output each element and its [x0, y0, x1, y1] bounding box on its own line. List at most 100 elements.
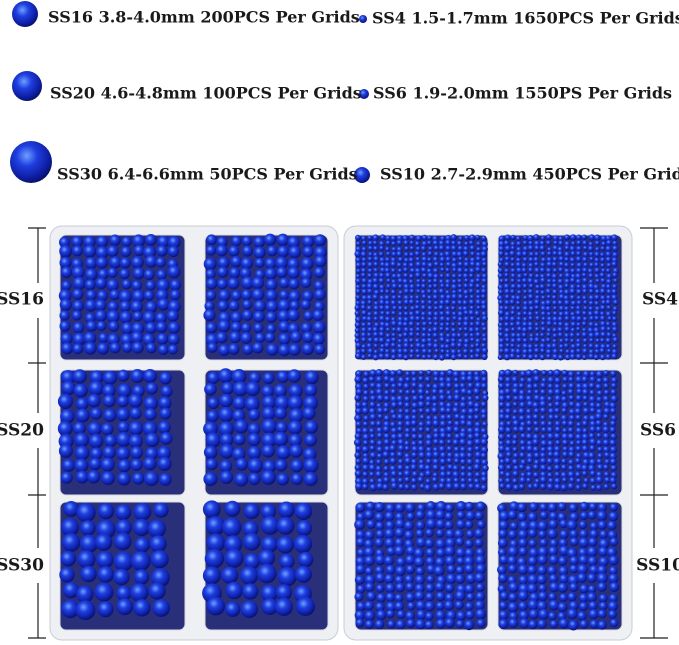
rhinestone [453, 482, 461, 491]
rhinestone [397, 348, 404, 355]
rhinestone [391, 337, 397, 343]
rhinestone [582, 316, 588, 323]
rhinestone [459, 431, 467, 440]
rhinestone [375, 369, 383, 377]
rhinestone [510, 294, 517, 301]
rhinestone [368, 464, 376, 472]
rhinestone [454, 433, 461, 441]
rhinestone [528, 547, 539, 558]
rhinestone [391, 241, 397, 247]
rhinestone [59, 567, 75, 583]
rhinestone [295, 565, 312, 583]
rhinestone [534, 478, 541, 485]
rhinestone [426, 240, 433, 246]
rhinestone [597, 502, 607, 513]
rhinestone [468, 282, 475, 289]
rhinestone [574, 433, 583, 441]
rhinestone [605, 268, 611, 274]
rhinestone [432, 354, 439, 361]
rhinestone [234, 472, 249, 487]
rhinestone [594, 234, 601, 241]
rhinestone [465, 529, 475, 539]
rhinestone [228, 267, 241, 279]
rhinestone [503, 347, 511, 355]
rhinestone [474, 528, 484, 539]
rhinestone [498, 343, 505, 350]
rhinestone [558, 618, 569, 629]
rhinestone [446, 564, 456, 574]
rhinestone [242, 583, 259, 600]
rhinestone [389, 409, 396, 416]
rhinestone [606, 305, 612, 311]
rhinestone [106, 309, 120, 324]
rhinestone [582, 407, 590, 415]
rhinestone [587, 510, 597, 520]
rhinestone [62, 582, 80, 599]
rhinestone [583, 477, 590, 484]
rhinestone [206, 596, 225, 616]
rhinestone [545, 337, 552, 343]
rhinestone [546, 472, 554, 479]
rhinestone [553, 483, 562, 491]
rhinestone [609, 439, 617, 447]
rhinestone [426, 574, 435, 584]
rhinestone [476, 317, 482, 323]
rhinestone [408, 337, 415, 344]
rhinestone [504, 234, 511, 241]
rhinestone [481, 421, 488, 428]
rhinestone [548, 519, 559, 530]
rhinestone [204, 383, 217, 396]
rhinestone [113, 568, 130, 586]
rhinestone [459, 414, 467, 422]
rhinestone [475, 251, 482, 258]
rhinestone [533, 394, 541, 402]
rhinestone [366, 288, 373, 295]
rhinestone [360, 272, 367, 279]
rhinestone [558, 343, 565, 350]
gem-icon [359, 15, 367, 23]
rhinestone [504, 457, 512, 465]
rhinestone [570, 240, 577, 247]
rhinestone [539, 457, 547, 465]
rhinestone [551, 342, 558, 350]
rhinestone [521, 332, 528, 339]
rhinestone [453, 394, 461, 402]
rhinestone [554, 477, 561, 485]
rhinestone [384, 256, 391, 263]
rhinestone [240, 322, 252, 333]
rhinestone [497, 464, 506, 472]
rhinestone [481, 315, 488, 322]
rhinestone [266, 343, 279, 356]
rhinestone [517, 564, 529, 575]
rhinestone [405, 564, 416, 575]
rhinestone [222, 517, 242, 537]
rhinestone [435, 519, 446, 530]
rhinestone [515, 320, 522, 328]
rhinestone [240, 331, 253, 344]
rhinestone [376, 426, 384, 434]
rhinestone [569, 268, 576, 274]
rhinestone [595, 413, 603, 421]
rhinestone [356, 584, 366, 594]
rhinestone [406, 512, 415, 521]
rhinestone [468, 267, 476, 275]
rhinestone [379, 310, 386, 316]
rhinestone [425, 383, 432, 390]
rhinestone [552, 353, 559, 361]
rhinestone [451, 293, 458, 301]
rhinestone [538, 530, 547, 539]
rhinestone [596, 432, 603, 439]
rhinestone [303, 395, 319, 411]
rhinestone [440, 348, 446, 354]
scale-label: SS16 [0, 290, 44, 310]
rhinestone [609, 477, 617, 484]
rhinestone [547, 420, 554, 427]
rhinestone [579, 619, 589, 629]
rhinestone [510, 278, 516, 284]
rhinestone [460, 477, 467, 484]
rhinestone [504, 401, 513, 409]
rhinestone [481, 267, 487, 274]
rhinestone [602, 395, 610, 403]
rhinestone [570, 305, 576, 311]
rhinestone [525, 408, 533, 415]
